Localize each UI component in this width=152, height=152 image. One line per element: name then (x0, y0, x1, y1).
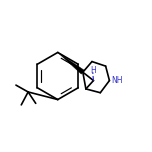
Polygon shape (58, 52, 84, 74)
Text: NH: NH (112, 76, 123, 85)
Text: H: H (90, 66, 96, 75)
